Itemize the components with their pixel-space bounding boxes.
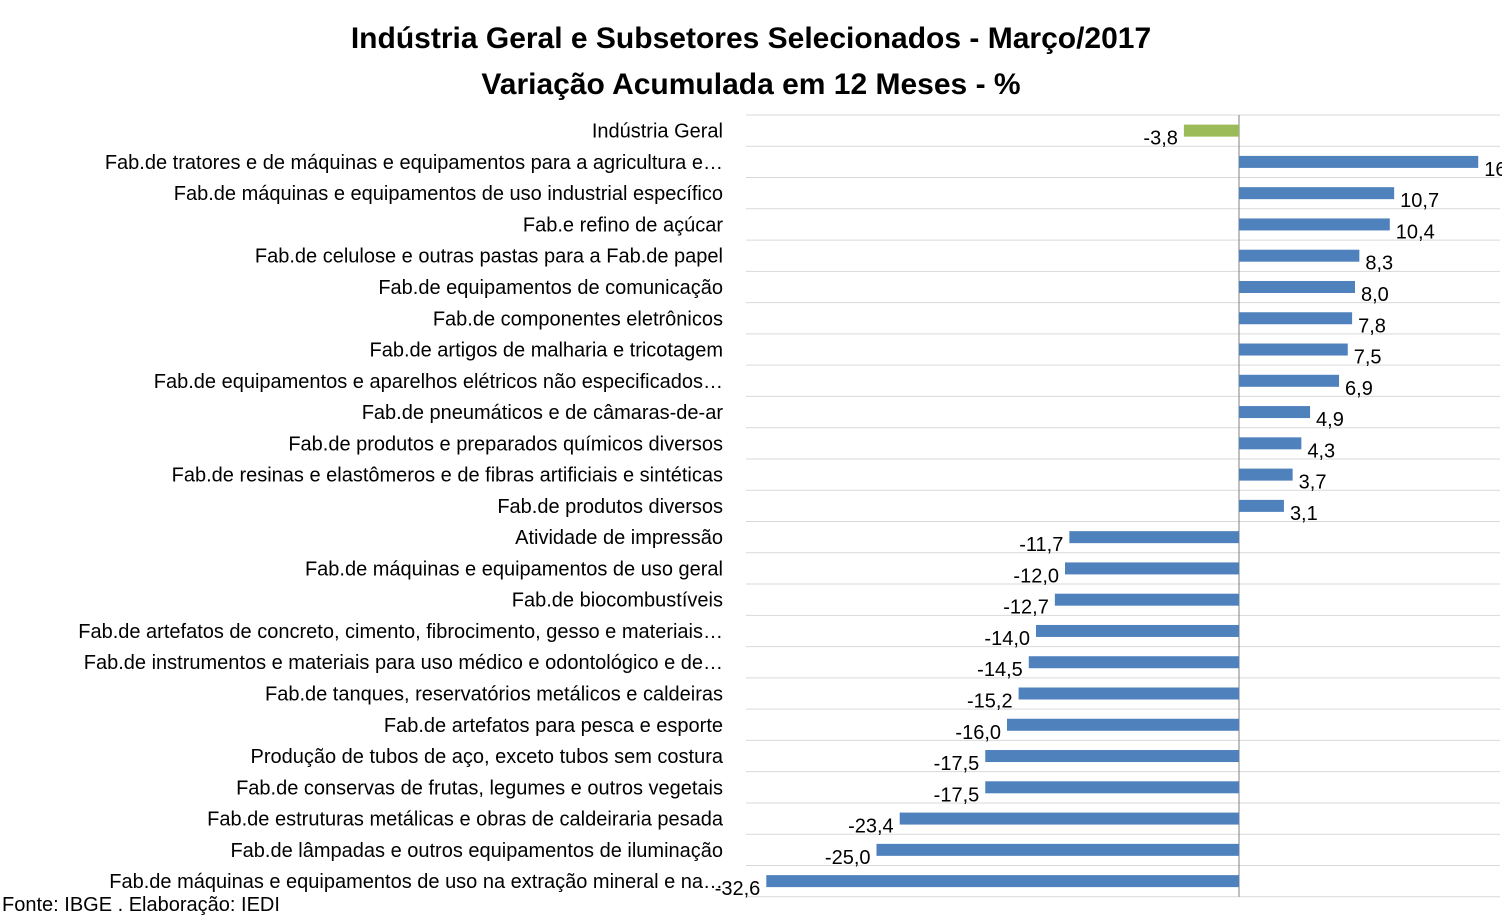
category-label: Fab.e refino de açúcar: [523, 214, 723, 236]
category-label: Fab.de resinas e elastômeros e de fibras…: [172, 465, 723, 487]
source-note: Fonte: IBGE . Elaboração: IEDI: [2, 894, 280, 916]
chart-title: Indústria Geral e Subsetores Selecionado…: [350, 22, 1152, 55]
category-label: Fab.de biocombustíveis: [512, 590, 723, 612]
category-label: Fab.de artigos de malharia e tricotagem: [369, 340, 723, 362]
category-label: Produção de tubos de aço, exceto tubos s…: [250, 746, 723, 768]
data-label: 4,9: [1316, 409, 1344, 431]
data-label: -12,7: [1003, 597, 1049, 619]
category-label: Fab.de pneumáticos e de câmaras-de-ar: [362, 402, 724, 424]
bar: [876, 843, 1239, 856]
category-label: Fab.de conservas de frutas, legumes e ou…: [236, 777, 723, 799]
data-label: 10,7: [1400, 190, 1439, 212]
data-label: -25,0: [825, 847, 871, 869]
data-label: -12,0: [1013, 565, 1059, 587]
data-label: 7,5: [1354, 347, 1382, 369]
category-label: Fab.de produtos diversos: [497, 496, 723, 518]
data-label: -14,5: [977, 659, 1023, 681]
bar: [1007, 718, 1239, 731]
data-label: -16,0: [955, 722, 1001, 744]
category-label: Atividade de impressão: [515, 527, 723, 549]
data-label: 3,1: [1290, 503, 1318, 525]
category-label: Fab.de tratores e de máquinas e equipame…: [105, 152, 723, 174]
category-label: Fab.de artefatos de concreto, cimento, f…: [78, 621, 723, 643]
bar: [766, 875, 1239, 888]
data-label: 4,3: [1307, 440, 1335, 462]
bar: [1028, 656, 1239, 669]
category-label: Indústria Geral: [592, 121, 723, 143]
bar: [1239, 218, 1390, 231]
data-label: 8,3: [1365, 253, 1393, 275]
bar: [985, 750, 1239, 763]
bar: [1239, 374, 1340, 387]
bar: [1018, 687, 1239, 700]
chart-subtitle: Variação Acumulada em 12 Meses - %: [481, 68, 1021, 101]
data-label: -23,4: [848, 816, 894, 838]
category-label: Fab.de equipamentos e aparelhos elétrico…: [154, 371, 723, 393]
bar: [1239, 437, 1302, 450]
bar: [1054, 593, 1239, 606]
bar: [1183, 124, 1239, 137]
bar: [1239, 155, 1479, 168]
bar: [1239, 312, 1353, 325]
bar: [1239, 468, 1293, 481]
data-label: -32,6: [715, 878, 761, 900]
data-label: -11,7: [1019, 534, 1063, 556]
data-label: 6,9: [1345, 378, 1373, 400]
bar: [1065, 562, 1239, 575]
category-label: Fab.de celulose e outras pastas para a F…: [255, 246, 723, 268]
category-label: Fab.de máquinas e equipamentos de uso in…: [174, 183, 723, 205]
bar: [985, 781, 1239, 794]
bar: [1239, 406, 1311, 419]
category-label: Fab.de equipamentos de comunicação: [378, 277, 723, 299]
category-label: Fab.de tanques, reservatórios metálicos …: [265, 683, 723, 705]
bar: [1069, 531, 1239, 544]
data-label: -14,0: [984, 628, 1030, 650]
data-label: 7,8: [1358, 315, 1386, 337]
category-label: Fab.de lâmpadas e outros equipamentos de…: [230, 840, 723, 862]
category-label: Fab.de instrumentos e materiais para uso…: [84, 652, 723, 674]
bar: [1239, 280, 1355, 293]
bar: [1239, 249, 1360, 262]
data-label: 8,0: [1361, 284, 1389, 306]
data-label: -17,5: [934, 753, 980, 775]
category-label: Fab.de produtos e preparados químicos di…: [288, 433, 723, 455]
data-label: 10,4: [1396, 221, 1435, 243]
category-label: Fab.de máquinas e equipamentos de uso na…: [109, 871, 723, 893]
category-label: Fab.de estruturas metálicas e obras de c…: [207, 809, 724, 831]
bar: [1239, 343, 1348, 356]
bar: [1036, 624, 1239, 637]
category-label: Fab.de artefatos para pesca e esporte: [384, 715, 723, 737]
category-label: Fab.de componentes eletrônicos: [433, 308, 723, 330]
category-label: Fab.de máquinas e equipamentos de uso ge…: [305, 558, 723, 580]
data-label: 16,5: [1484, 159, 1502, 181]
bar: [899, 812, 1239, 825]
bar: [1239, 499, 1284, 512]
data-label: 3,7: [1299, 472, 1327, 494]
data-label: -15,2: [967, 690, 1013, 712]
data-label: -3,8: [1143, 128, 1177, 150]
data-label: -17,5: [934, 784, 980, 806]
bar: [1239, 187, 1395, 200]
